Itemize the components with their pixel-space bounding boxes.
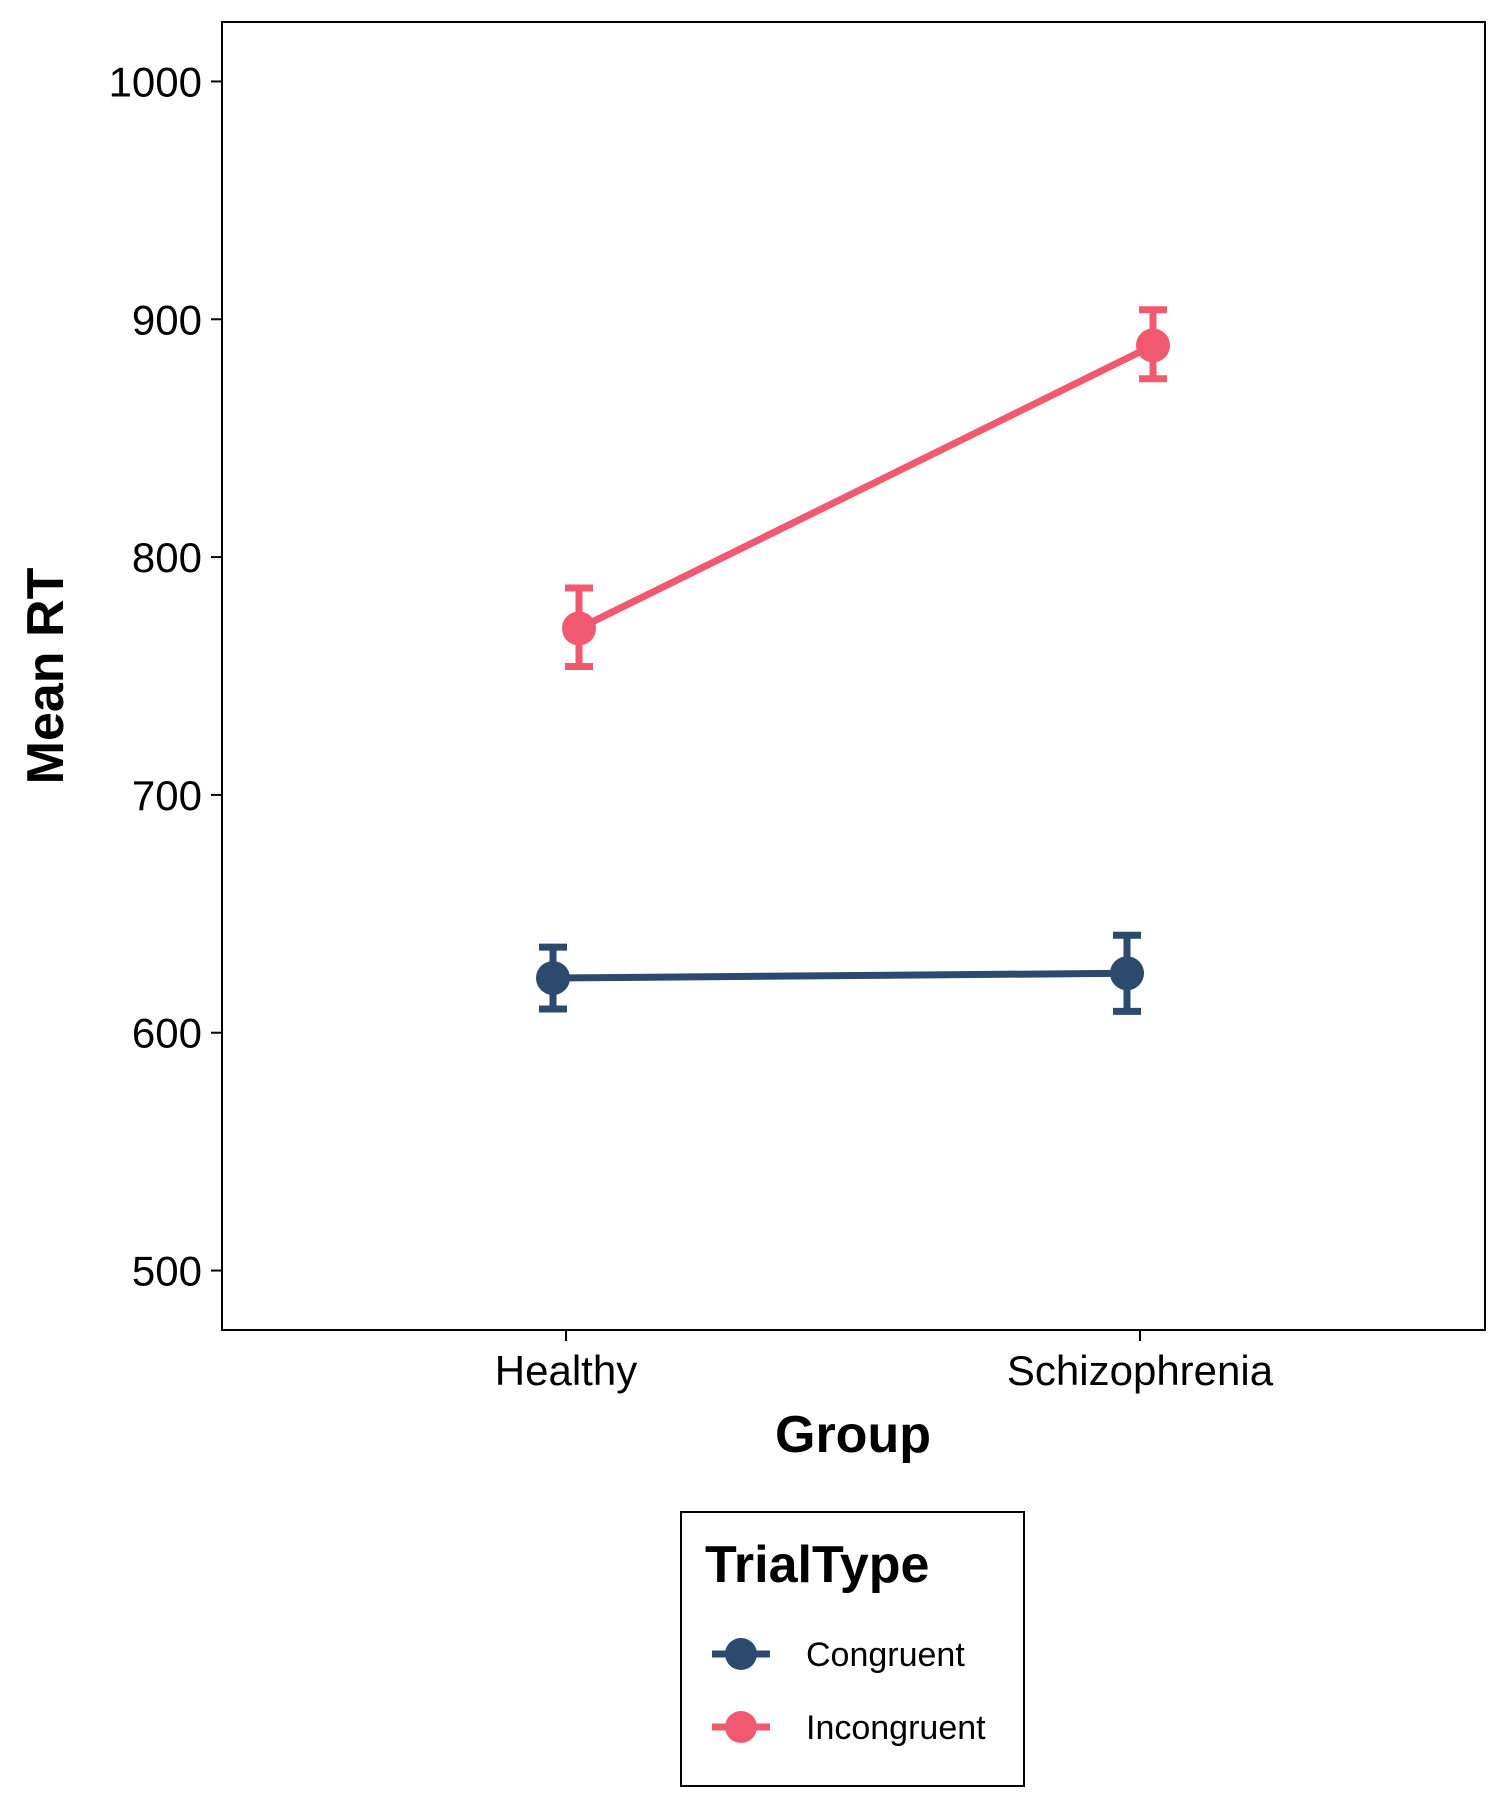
plot-panel xyxy=(221,21,1486,1331)
point-incongruent-healthy xyxy=(562,611,596,646)
point-congruent-schizophrenia xyxy=(1110,956,1144,991)
y-tick-label-500: 500 xyxy=(132,1248,202,1295)
legend: TrialType Congruent Incongruent xyxy=(680,1511,1025,1787)
legend-key-point-congruent xyxy=(725,1638,757,1670)
y-tick-label-1000: 1000 xyxy=(109,58,202,105)
y-tick-label-600: 600 xyxy=(132,1010,202,1057)
legend-title: TrialType xyxy=(705,1536,929,1594)
legend-label-congruent: Congruent xyxy=(806,1636,965,1674)
legend-label-incongruent: Incongruent xyxy=(806,1709,986,1747)
x-axis-title: Group xyxy=(775,1406,931,1464)
series-line-incongruent xyxy=(577,342,1155,632)
y-tick-label-900: 900 xyxy=(132,296,202,343)
series-layer xyxy=(536,306,1170,1015)
series-congruent xyxy=(536,931,1144,1015)
x-axis: Healthy Schizophrenia xyxy=(495,1330,1274,1394)
legend-key-point-incongruent xyxy=(725,1711,757,1743)
x-tick-label-schizophrenia: Schizophrenia xyxy=(1007,1347,1274,1394)
series-incongruent xyxy=(562,306,1170,670)
legend-item-congruent: Congruent xyxy=(712,1636,965,1674)
legend-items: Congruent Incongruent xyxy=(712,1636,986,1747)
x-tick-label-healthy: Healthy xyxy=(495,1347,637,1394)
point-incongruent-schizophrenia xyxy=(1136,328,1170,363)
point-congruent-healthy xyxy=(536,961,570,996)
y-axis-title: Mean RT xyxy=(17,567,75,784)
y-tick-label-700: 700 xyxy=(132,772,202,819)
y-axis: 500 600 700 800 900 1000 xyxy=(109,58,222,1295)
y-tick-label-800: 800 xyxy=(132,534,202,581)
legend-item-incongruent: Incongruent xyxy=(712,1709,986,1747)
series-line-congruent xyxy=(552,969,1128,982)
